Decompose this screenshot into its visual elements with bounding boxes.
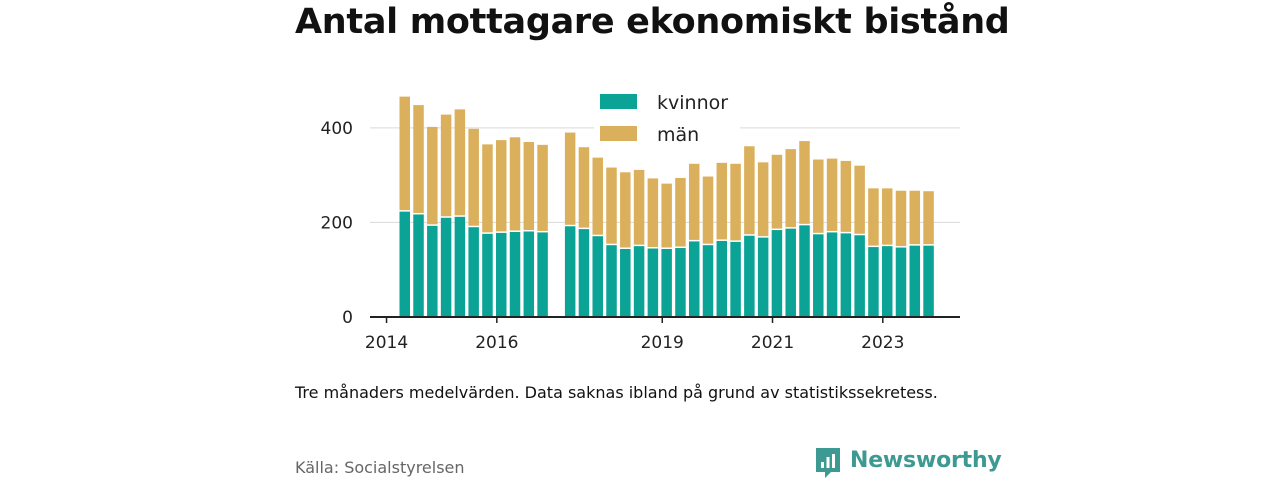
bar-kvinnor <box>923 245 934 317</box>
bar-man <box>578 147 590 228</box>
newsworthy-brand[interactable]: Newsworthy <box>814 446 1002 480</box>
bar-man <box>592 157 603 235</box>
bar-man <box>440 114 452 217</box>
bar-kvinnor <box>854 235 865 317</box>
bar-kvinnor <box>826 232 838 317</box>
bar-man <box>606 167 617 244</box>
bar-kvinnor <box>399 211 410 317</box>
bar-kvinnor <box>813 234 824 317</box>
bar-man <box>799 141 810 224</box>
bar-man <box>895 190 907 247</box>
y-tick-label: 0 <box>342 308 353 328</box>
chart-title: Antal mottagare ekonomiskt bistånd <box>295 2 1010 42</box>
bar-kvinnor <box>799 225 810 317</box>
bar-kvinnor <box>578 229 590 317</box>
bar-man <box>468 128 479 226</box>
y-tick-label: 200 <box>321 213 353 233</box>
bar-man <box>840 160 852 232</box>
legend-label: kvinnor <box>657 92 728 114</box>
bar-kvinnor <box>661 248 672 317</box>
bar-man <box>813 159 824 233</box>
bar-kvinnor <box>427 225 438 317</box>
bar-man <box>482 144 493 233</box>
bar-man <box>730 163 741 241</box>
bar-man <box>771 154 783 229</box>
bar-man <box>923 191 934 245</box>
bar-man <box>633 169 645 245</box>
bar-man <box>661 183 672 248</box>
bar-man <box>868 188 879 246</box>
bar-man <box>757 162 769 237</box>
bar-kvinnor <box>564 226 576 317</box>
bar-kvinnor <box>454 216 466 317</box>
newsworthy-logo-icon <box>816 448 840 478</box>
bar-kvinnor <box>440 217 452 317</box>
bar-man <box>675 177 686 247</box>
bar-kvinnor <box>523 231 535 317</box>
bar-kvinnor <box>757 237 769 317</box>
x-tick-label: 2021 <box>751 333 794 353</box>
bar-man <box>399 96 410 211</box>
bar-kvinnor <box>881 246 893 317</box>
bar-kvinnor <box>868 247 879 317</box>
bar-kvinnor <box>744 235 755 317</box>
bar-kvinnor <box>716 240 728 317</box>
bar-man <box>854 165 865 234</box>
bar-kvinnor <box>606 245 617 317</box>
bar-kvinnor <box>509 231 521 317</box>
legend-swatch <box>600 94 637 109</box>
x-tick-label: 2023 <box>861 333 904 353</box>
x-tick-label: 2014 <box>365 333 408 353</box>
bar-man <box>881 188 893 245</box>
bar-man <box>826 158 838 231</box>
bar-kvinnor <box>592 236 603 317</box>
bar-kvinnor <box>785 228 796 317</box>
source-text: Källa: Socialstyrelsen <box>295 458 465 477</box>
bar-kvinnor <box>771 230 783 317</box>
bar-man <box>716 162 728 240</box>
stacked-bar-chart: 0 200 400 2014 2016 2019 2021 2023 kvinnor män <box>320 92 960 353</box>
bar-kvinnor <box>482 233 493 317</box>
y-tick-label: 400 <box>321 119 353 139</box>
bar-man <box>702 176 714 244</box>
bar-man <box>495 140 507 232</box>
bar-kvinnor <box>909 245 921 317</box>
bar-kvinnor <box>620 248 631 317</box>
legend-swatch <box>600 126 637 141</box>
bar-man <box>413 105 424 213</box>
bar-kvinnor <box>495 232 507 317</box>
x-tick-label: 2016 <box>475 333 518 353</box>
bar-kvinnor <box>895 247 907 317</box>
bar-kvinnor <box>647 248 659 317</box>
legend-label: män <box>657 124 699 146</box>
bar-kvinnor <box>633 246 645 317</box>
bar-man <box>564 132 576 225</box>
bar-man <box>688 163 700 240</box>
bar-kvinnor <box>688 241 700 317</box>
bar-man <box>509 137 521 231</box>
bar-man <box>647 178 659 248</box>
bar-man <box>454 109 466 216</box>
brand-name: Newsworthy <box>850 448 1002 473</box>
bar-man <box>523 142 535 230</box>
bar-man <box>744 146 755 235</box>
bar-kvinnor <box>730 241 741 317</box>
bar-kvinnor <box>468 227 479 317</box>
bar-kvinnor <box>675 248 686 317</box>
bar-man <box>909 190 921 245</box>
bar-kvinnor <box>537 232 548 317</box>
bar-man <box>427 126 438 225</box>
bar-man <box>620 172 631 248</box>
bar-kvinnor <box>702 245 714 317</box>
chart-note: Tre månaders medelvärden. Data saknas ib… <box>295 383 938 402</box>
bar-kvinnor <box>413 214 424 317</box>
bar-kvinnor <box>840 233 852 317</box>
bar-man <box>537 144 548 231</box>
bar-man <box>785 149 796 228</box>
x-tick-label: 2019 <box>641 333 684 353</box>
